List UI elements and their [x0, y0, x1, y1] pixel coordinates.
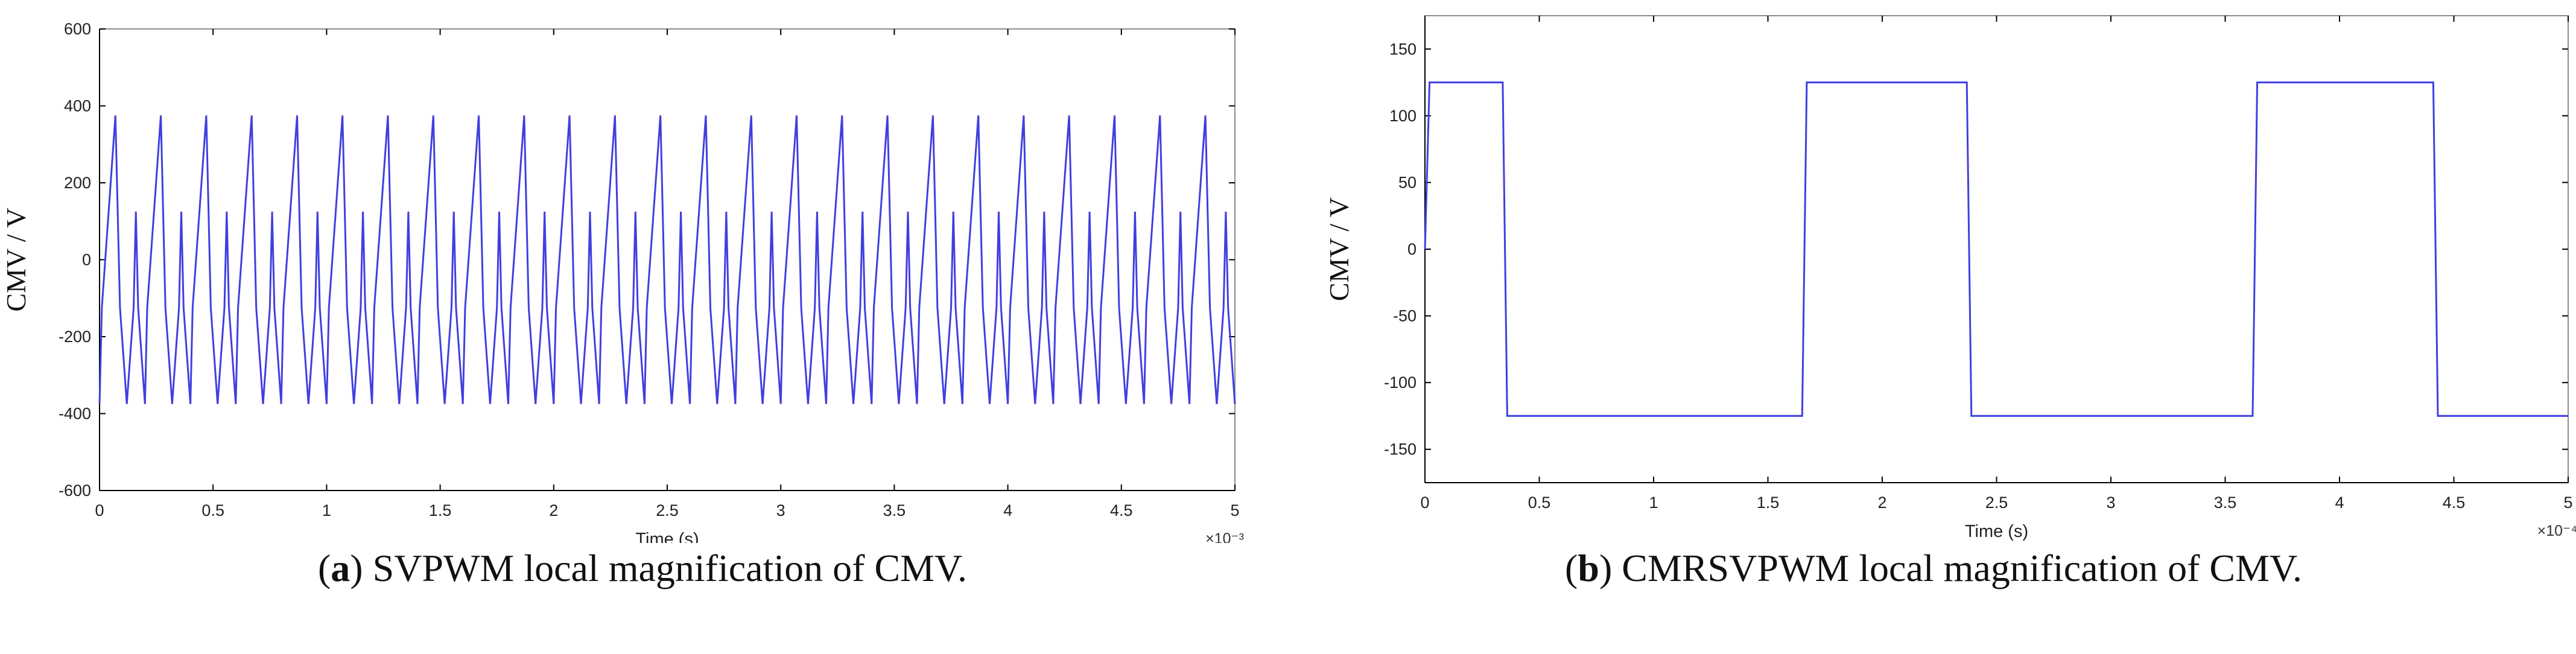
- chart-a-plot: 0 0.5 1 1.5 2 2.5 3 3.5 4 4.5 5 -600 -400 -200 0 200 400…: [1, 20, 1244, 543]
- chart-a-plot-frame: [99, 28, 1236, 491]
- chart-a-y-tick-label: 400: [64, 97, 91, 115]
- chart-a-x-tick-label: 4.5: [1110, 501, 1133, 519]
- caption-b: (b) CMRSVPWM local magnification of CMV.: [1565, 547, 2302, 589]
- caption-b-text: CMRSVPWM local magnification of CMV.: [1622, 547, 2302, 589]
- chart-a-x-tick-label: 0: [95, 501, 104, 519]
- caption-a-text: SVPWM local magnification of CMV.: [372, 547, 968, 589]
- chart-b-x-tick-label: 2.5: [1985, 494, 2008, 512]
- chart-b-x-tick-label: 3.5: [2214, 494, 2237, 512]
- chart-a-x-tick-label: 3: [776, 501, 785, 519]
- chart-b-y-tick-label: -150: [1384, 440, 1416, 459]
- chart-panel-b: 0 0.5 1 1.5 2 2.5 3 3.5 4 4.5 5 -150 -100 -50 0 50 100 15…: [1291, 0, 2576, 654]
- chart-b-x-tick-label: 3: [2106, 494, 2115, 512]
- chart-a-x-tick-label: 2: [549, 501, 558, 519]
- chart-b-x-tick-label: 5: [2563, 494, 2572, 512]
- chart-a-y-axis-title: CMV / V: [1, 208, 31, 311]
- chart-a-x-tick-label: 4: [1003, 501, 1012, 519]
- chart-b-x-tick-label: 1.5: [1757, 494, 1780, 512]
- chart-a-y-tick-label: -400: [59, 405, 91, 423]
- chart-b-y-tick-label: 0: [1407, 240, 1416, 258]
- chart-b-y-tick-label: -50: [1393, 307, 1416, 325]
- chart-a-x-tick-label: 5: [1230, 501, 1239, 519]
- chart-a-x-tick-label: 3.5: [883, 501, 906, 519]
- chart-b-y-tick-label: 50: [1398, 173, 1416, 191]
- chart-b-x-exponent-label: ×10⁻⁴: [2537, 522, 2576, 539]
- chart-a-series-line: [98, 115, 1236, 404]
- caption-a-label: a: [331, 547, 351, 589]
- chart-a-x-tick-label: 1.5: [429, 501, 452, 519]
- chart-b-plot-frame: [1424, 15, 2569, 483]
- chart-panel-a: 0 0.5 1 1.5 2 2.5 3 3.5 4 4.5 5 -600 -400 -200 0 200 400…: [0, 0, 1285, 654]
- chart-a-x-tick-label: 0.5: [201, 501, 224, 519]
- chart-b-x-tick-label: 2: [1877, 494, 1886, 512]
- chart-b-x-tick-label: 1: [1649, 494, 1658, 512]
- chart-a-y-tick-label: 200: [64, 174, 91, 192]
- chart-b-x-tick-label: 4.5: [2443, 494, 2466, 512]
- caption-b-label: b: [1578, 547, 1599, 589]
- chart-a-x-axis-title: Time (s): [635, 530, 699, 543]
- chart-a-y-tick-label: 0: [82, 251, 91, 269]
- caption-a: (a) SVPWM local magnification of CMV.: [317, 547, 968, 589]
- chart-a-x-tick-label: 2.5: [656, 501, 679, 519]
- chart-a-y-tick-label: -600: [59, 481, 91, 500]
- chart-b-x-axis-title: Time (s): [1965, 522, 2028, 541]
- chart-a-y-tick-label: 600: [64, 20, 91, 38]
- chart-b-y-tick-label: 150: [1389, 40, 1416, 58]
- chart-b-y-tick-label: -100: [1384, 373, 1416, 392]
- chart-b-x-tick-label: 4: [2335, 494, 2344, 512]
- chart-a-y-tick-label: -200: [59, 328, 91, 346]
- chart-a-x-tick-label: 1: [322, 501, 331, 519]
- chart-b-series-line: [1424, 81, 2568, 417]
- chart-b-y-axis-title: CMV / V: [1324, 197, 1354, 301]
- chart-b-plot: 0 0.5 1 1.5 2 2.5 3 3.5 4 4.5 5 -150 -100 -50 0 50 100 15…: [1324, 15, 2576, 541]
- chart-b-x-tick-label: 0: [1420, 494, 1429, 512]
- chart-a-x-exponent-label: ×10⁻³: [1205, 530, 1244, 543]
- chart-b-y-tick-label: 100: [1389, 107, 1416, 125]
- chart-b-x-tick-label: 0.5: [1528, 494, 1551, 512]
